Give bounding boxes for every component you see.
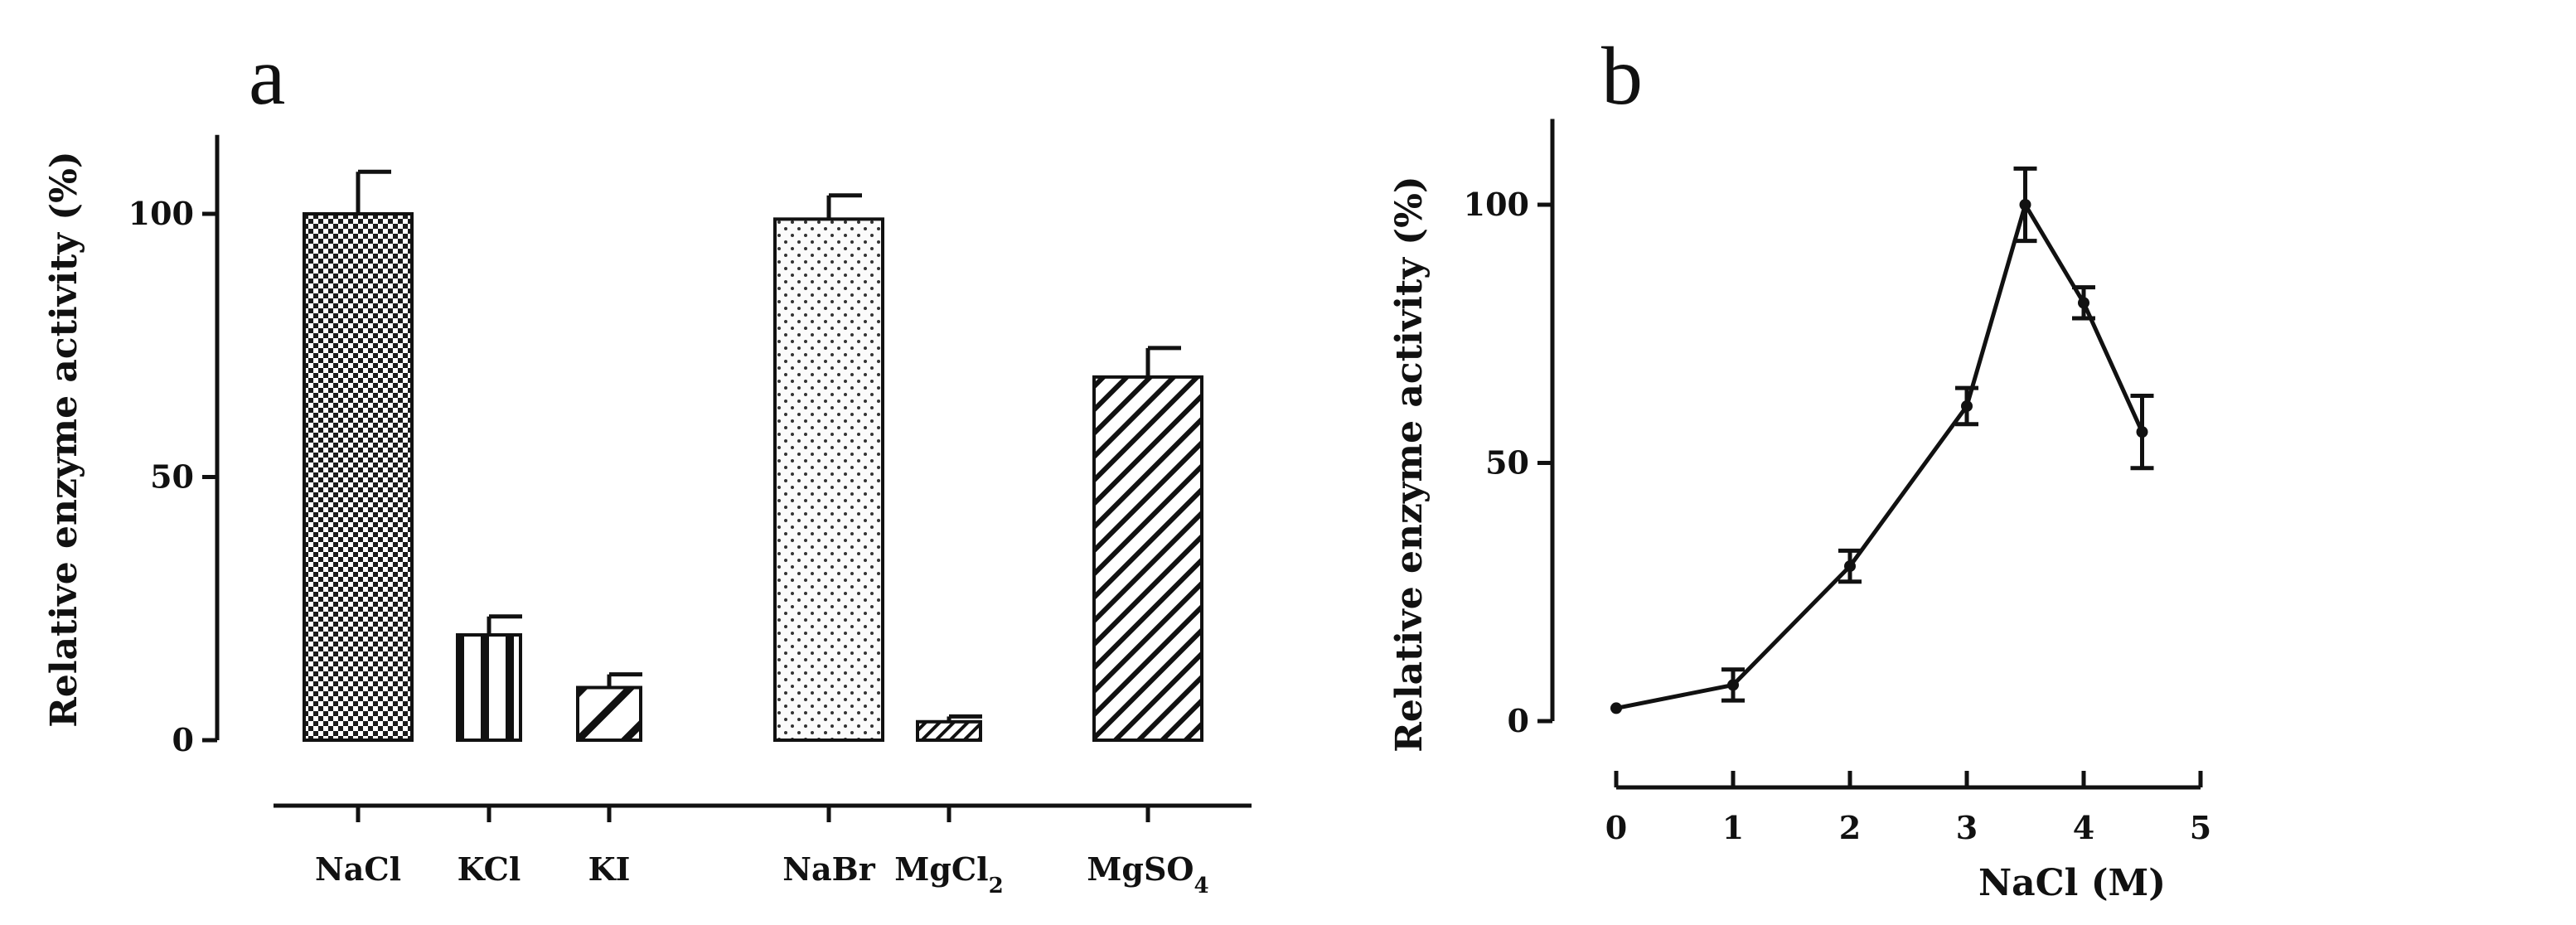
panel-a-error-bars (356, 169, 1181, 722)
category-label-nacl: NaCl (315, 850, 401, 888)
series-line (1615, 202, 2144, 710)
panel-a-y-axis: 0 50 100 (128, 134, 220, 758)
panel-b: b Relative enzyme activity (%) NaCl (M) … (1388, 30, 2211, 904)
panel-b-y-axis-title: Relative enzyme activity (%) (1388, 176, 1431, 752)
panel-b-y-tick-label: 0 (1508, 702, 1529, 739)
panel-a-letter: a (249, 30, 285, 122)
panel-b-x-tick-label: 5 (2190, 809, 2211, 846)
panel-b-letter: b (1601, 30, 1643, 122)
panel-b-error-bars (1721, 166, 2154, 703)
bar-nacl (303, 212, 414, 742)
category-label-subscript: 4 (1194, 874, 1209, 898)
category-label-mgso: MgSO4 (1087, 850, 1208, 898)
bar-mgso (1092, 375, 1203, 742)
panel-b-x-tick-label: 0 (1605, 809, 1627, 846)
category-label-text: KI (588, 850, 631, 888)
data-point (1610, 702, 1622, 714)
category-label-mgcl: MgCl2 (894, 850, 1003, 898)
panel-a-x-axis (274, 803, 1252, 822)
category-label-nabr: NaBr (782, 850, 875, 888)
bar-mgcl (916, 719, 982, 743)
bar-kcl (456, 633, 522, 742)
panel-b-y-axis: 0 50 100 (1464, 119, 1555, 739)
bar-ki (576, 685, 642, 742)
category-label-text: NaCl (315, 850, 401, 888)
panel-b-x-tick-label: 3 (1956, 809, 1978, 846)
category-label-text: NaBr (782, 850, 875, 888)
category-label-kcl: KCl (458, 850, 521, 888)
panel-b-x-tick-label: 4 (2073, 809, 2094, 846)
panel-a-y-tick-label: 50 (150, 458, 194, 496)
panel-a-y-tick-label: 0 (172, 721, 194, 758)
panel-b-y-tick-label: 50 (1485, 444, 1529, 482)
panel-b-x-axis-title: NaCl (M) (1978, 862, 2166, 904)
panel-b-y-tick-label: 100 (1464, 186, 1529, 223)
panel-a: a Relative enzyme activity (%) 0 50 100 Na… (43, 30, 1252, 898)
panel-b-x-tick-label: 1 (1722, 809, 1744, 846)
panel-a-y-tick-label: 100 (128, 195, 194, 232)
panel-a-category-labels: NaCl KCl KI NaBr MgCl2 MgSO4 (315, 850, 1209, 898)
panel-a-bars (303, 212, 1203, 743)
panel-b-x-axis: 0 1 2 3 4 5 (1605, 771, 2211, 846)
category-label-ki: KI (588, 850, 631, 888)
category-label-text: KCl (458, 850, 521, 888)
category-label-text: MgCl (894, 850, 988, 888)
panel-b-x-tick-label: 2 (1839, 809, 1861, 846)
category-label-text: MgSO (1087, 850, 1194, 888)
panel-b-series (1610, 199, 2148, 714)
category-label-subscript: 2 (989, 874, 1004, 898)
panel-a-y-axis-title: Relative enzyme activity (%) (43, 151, 85, 727)
bar-nabr (773, 217, 884, 743)
